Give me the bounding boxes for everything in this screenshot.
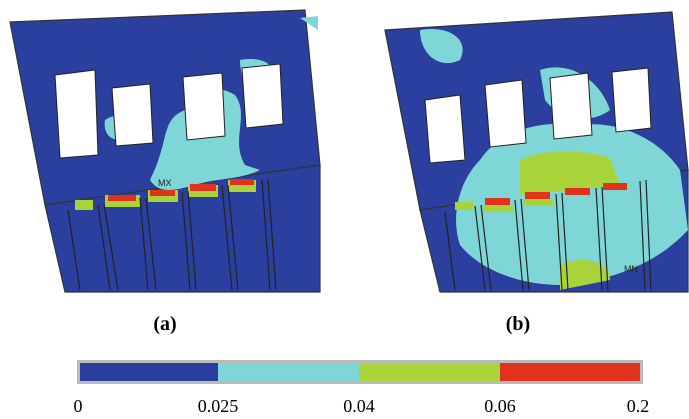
- colorbar-label: 0: [74, 396, 83, 416]
- marker: MX: [158, 178, 172, 188]
- panel-label: (a): [153, 313, 176, 335]
- colorbar: [77, 360, 643, 384]
- marker: MN: [624, 264, 638, 274]
- panel-a: MX: [10, 10, 320, 292]
- colorbar-label: 0.06: [484, 396, 516, 416]
- panel-b: MN: [385, 12, 688, 292]
- colorbar-label: 0.04: [343, 396, 375, 416]
- colorbar-label: 0.2: [627, 396, 650, 416]
- colorbar-ticks: 0 0.025 0.04 0.06 0.2: [74, 396, 650, 416]
- colorbar-label: 0.025: [198, 396, 239, 416]
- figure: MX MN (a) (b) 0 0.025 0.04 0.06 0.2: [0, 0, 689, 419]
- panel-label: (b): [506, 313, 530, 335]
